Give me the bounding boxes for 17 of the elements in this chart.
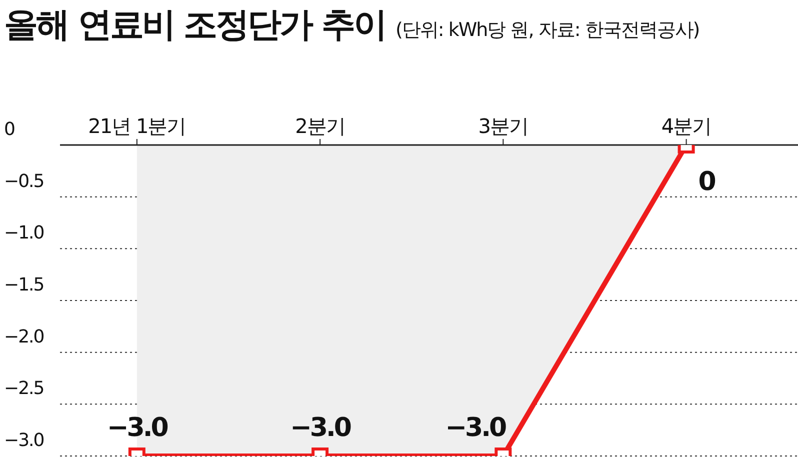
data-label: −3.0 — [445, 413, 506, 443]
y-tick-label: −3.0 — [4, 430, 44, 451]
data-label: 0 — [698, 167, 716, 197]
y-tick-label: −0.5 — [4, 170, 44, 192]
y-tick-label: −2.0 — [4, 326, 44, 348]
x-tick-label: 21년 1분기 — [88, 114, 186, 138]
y-tick-label: −1.5 — [4, 274, 44, 296]
chart-subtitle: (단위: kWh당 원, 자료: 한국전력공사) — [396, 18, 700, 43]
data-label: −3.0 — [290, 413, 351, 443]
y-tick-label: −2.5 — [4, 378, 44, 400]
chart-title: 올해 연료비 조정단가 추이 — [4, 4, 386, 47]
x-tick-label: 3분기 — [478, 114, 528, 138]
y-tick-label: 0 — [4, 119, 15, 140]
data-label: −3.0 — [106, 413, 168, 443]
x-tick-label: 2분기 — [295, 114, 345, 138]
y-tick-label: −1.0 — [4, 222, 44, 244]
x-tick-label: 4분기 — [661, 114, 712, 138]
